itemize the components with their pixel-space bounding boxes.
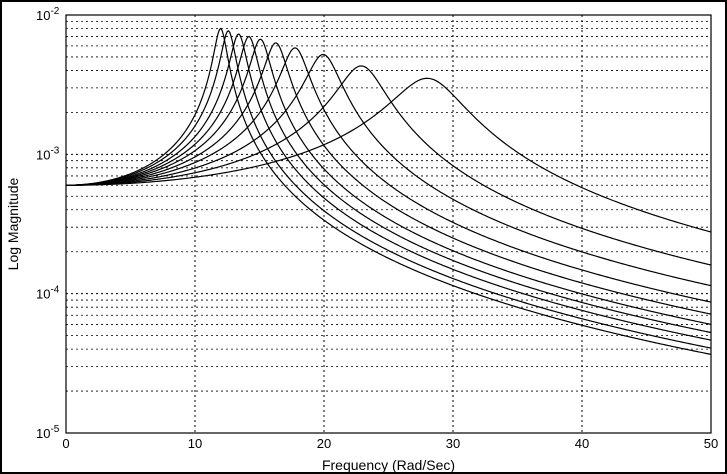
series-line bbox=[66, 53, 712, 287]
x-tick-label: 30 bbox=[446, 436, 460, 451]
series-line bbox=[66, 77, 712, 233]
series-line bbox=[66, 38, 712, 325]
x-tick-label: 50 bbox=[704, 436, 718, 451]
grid bbox=[65, 15, 712, 434]
y-tick-label: 10-4 bbox=[36, 285, 60, 302]
x-tick-label: 40 bbox=[575, 436, 589, 451]
y-tick-exponent: -3 bbox=[50, 145, 59, 156]
series-line bbox=[66, 47, 712, 303]
y-tick-exponent: -2 bbox=[50, 6, 59, 17]
curves bbox=[66, 27, 712, 355]
y-tick-exponent: -5 bbox=[50, 424, 59, 435]
series-line bbox=[66, 33, 712, 341]
x-tick-label: 20 bbox=[317, 436, 331, 451]
plot-area-border bbox=[65, 14, 712, 434]
y-axis-label: Log Magnitude bbox=[5, 177, 21, 270]
series-line bbox=[66, 42, 712, 315]
series-line bbox=[66, 30, 712, 349]
x-tick-label: 10 bbox=[188, 436, 202, 451]
series-line bbox=[66, 27, 712, 355]
y-tick-exponent: -4 bbox=[50, 285, 59, 296]
series-line bbox=[66, 35, 712, 334]
x-axis-label: Frequency (Rad/Sec) bbox=[322, 457, 455, 473]
y-tick-label: 10-2 bbox=[36, 6, 60, 23]
y-tick-label: 10-5 bbox=[36, 424, 60, 441]
y-tick-label: 10-3 bbox=[36, 145, 60, 162]
x-tick-label: 0 bbox=[62, 436, 69, 451]
tick-labels: 0 10 20 30 40 50 10-5 10-4 10-3 10-2 bbox=[36, 6, 718, 451]
series-line bbox=[66, 65, 712, 266]
